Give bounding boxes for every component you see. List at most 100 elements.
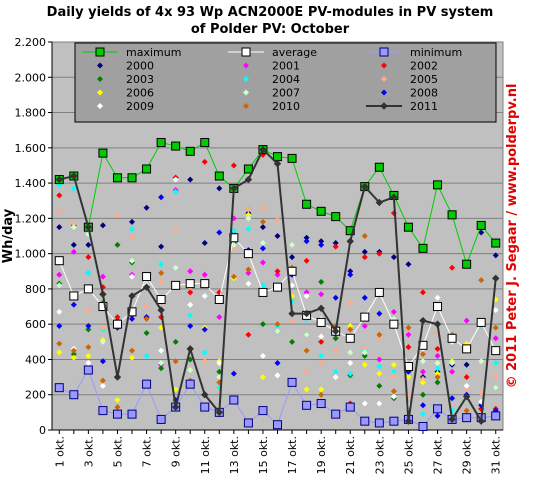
- marker: [347, 370, 354, 377]
- marker: [332, 347, 339, 354]
- marker: [243, 89, 249, 96]
- marker: [70, 224, 77, 231]
- marker: [56, 322, 63, 329]
- x-tick-label: 23 okt.: [373, 436, 386, 474]
- marker: [274, 321, 281, 328]
- marker: [143, 352, 150, 359]
- marker: [243, 249, 253, 259]
- marker: [449, 395, 456, 402]
- marker: [492, 324, 499, 331]
- legend-label: 2006: [126, 87, 154, 100]
- marker: [302, 400, 312, 410]
- marker: [361, 322, 368, 329]
- marker: [55, 175, 63, 184]
- marker: [303, 386, 310, 393]
- y-tick-label: 600: [25, 318, 46, 331]
- marker: [303, 238, 310, 245]
- marker: [171, 280, 181, 290]
- marker: [318, 238, 325, 245]
- marker: [187, 322, 194, 329]
- marker: [230, 227, 237, 234]
- marker: [433, 302, 443, 312]
- y-tick-label: 1.600: [15, 142, 47, 155]
- marker: [97, 62, 103, 69]
- marker: [172, 176, 179, 183]
- marker: [303, 368, 310, 375]
- marker: [216, 359, 223, 366]
- marker: [274, 268, 281, 275]
- marker: [230, 184, 238, 193]
- marker: [274, 233, 281, 239]
- marker: [463, 361, 470, 368]
- marker: [54, 256, 64, 266]
- marker: [185, 146, 195, 156]
- marker: [361, 345, 368, 352]
- marker: [56, 349, 63, 356]
- y-tick-label: 400: [25, 353, 46, 366]
- marker: [259, 282, 266, 289]
- marker: [374, 287, 384, 297]
- marker: [361, 233, 368, 239]
- legend-label: 2005: [410, 73, 438, 86]
- marker: [347, 322, 354, 329]
- marker: [448, 415, 456, 424]
- marker: [243, 418, 253, 428]
- marker: [463, 382, 470, 389]
- marker: [273, 282, 282, 292]
- marker: [361, 352, 368, 359]
- x-tick-label: 9 okt.: [170, 436, 183, 467]
- marker: [332, 240, 339, 247]
- marker: [114, 241, 121, 248]
- marker: [449, 368, 456, 375]
- marker: [380, 102, 388, 110]
- legend-label: 2002: [410, 60, 438, 73]
- marker: [376, 331, 383, 338]
- marker: [434, 412, 441, 419]
- marker: [54, 383, 64, 393]
- marker: [95, 47, 105, 57]
- marker: [201, 326, 208, 333]
- marker: [56, 271, 63, 278]
- marker: [462, 392, 471, 401]
- marker: [245, 270, 252, 277]
- legend-label: 2004: [272, 73, 300, 86]
- marker: [381, 62, 387, 69]
- marker: [374, 418, 384, 428]
- marker: [318, 359, 325, 366]
- marker: [85, 352, 92, 359]
- marker: [85, 254, 92, 261]
- marker: [419, 289, 426, 296]
- marker: [200, 279, 210, 289]
- marker: [434, 359, 441, 366]
- marker: [187, 176, 194, 183]
- marker: [216, 314, 223, 321]
- marker: [289, 317, 296, 324]
- marker: [156, 138, 166, 148]
- marker: [381, 76, 387, 82]
- marker: [259, 145, 267, 154]
- marker: [303, 289, 310, 296]
- marker: [201, 358, 208, 365]
- marker: [127, 307, 137, 317]
- marker: [376, 400, 383, 407]
- marker: [492, 274, 500, 283]
- marker: [347, 300, 354, 307]
- marker: [390, 193, 398, 201]
- marker: [172, 338, 179, 345]
- y-tick-label: 2.200: [15, 36, 47, 49]
- marker: [158, 270, 165, 277]
- marker: [273, 159, 282, 168]
- x-tick-label: 3 okt.: [82, 436, 95, 467]
- marker: [463, 374, 470, 381]
- marker: [156, 294, 166, 304]
- y-tick-label: 2.000: [15, 71, 47, 84]
- marker: [216, 185, 223, 192]
- y-axis-label: Wh/day: [1, 208, 16, 263]
- series: [55, 145, 500, 425]
- marker: [230, 162, 237, 169]
- marker: [318, 352, 325, 359]
- marker: [143, 303, 150, 310]
- marker: [187, 301, 194, 308]
- x-tick-label: 1 okt.: [53, 436, 66, 467]
- marker: [376, 335, 383, 342]
